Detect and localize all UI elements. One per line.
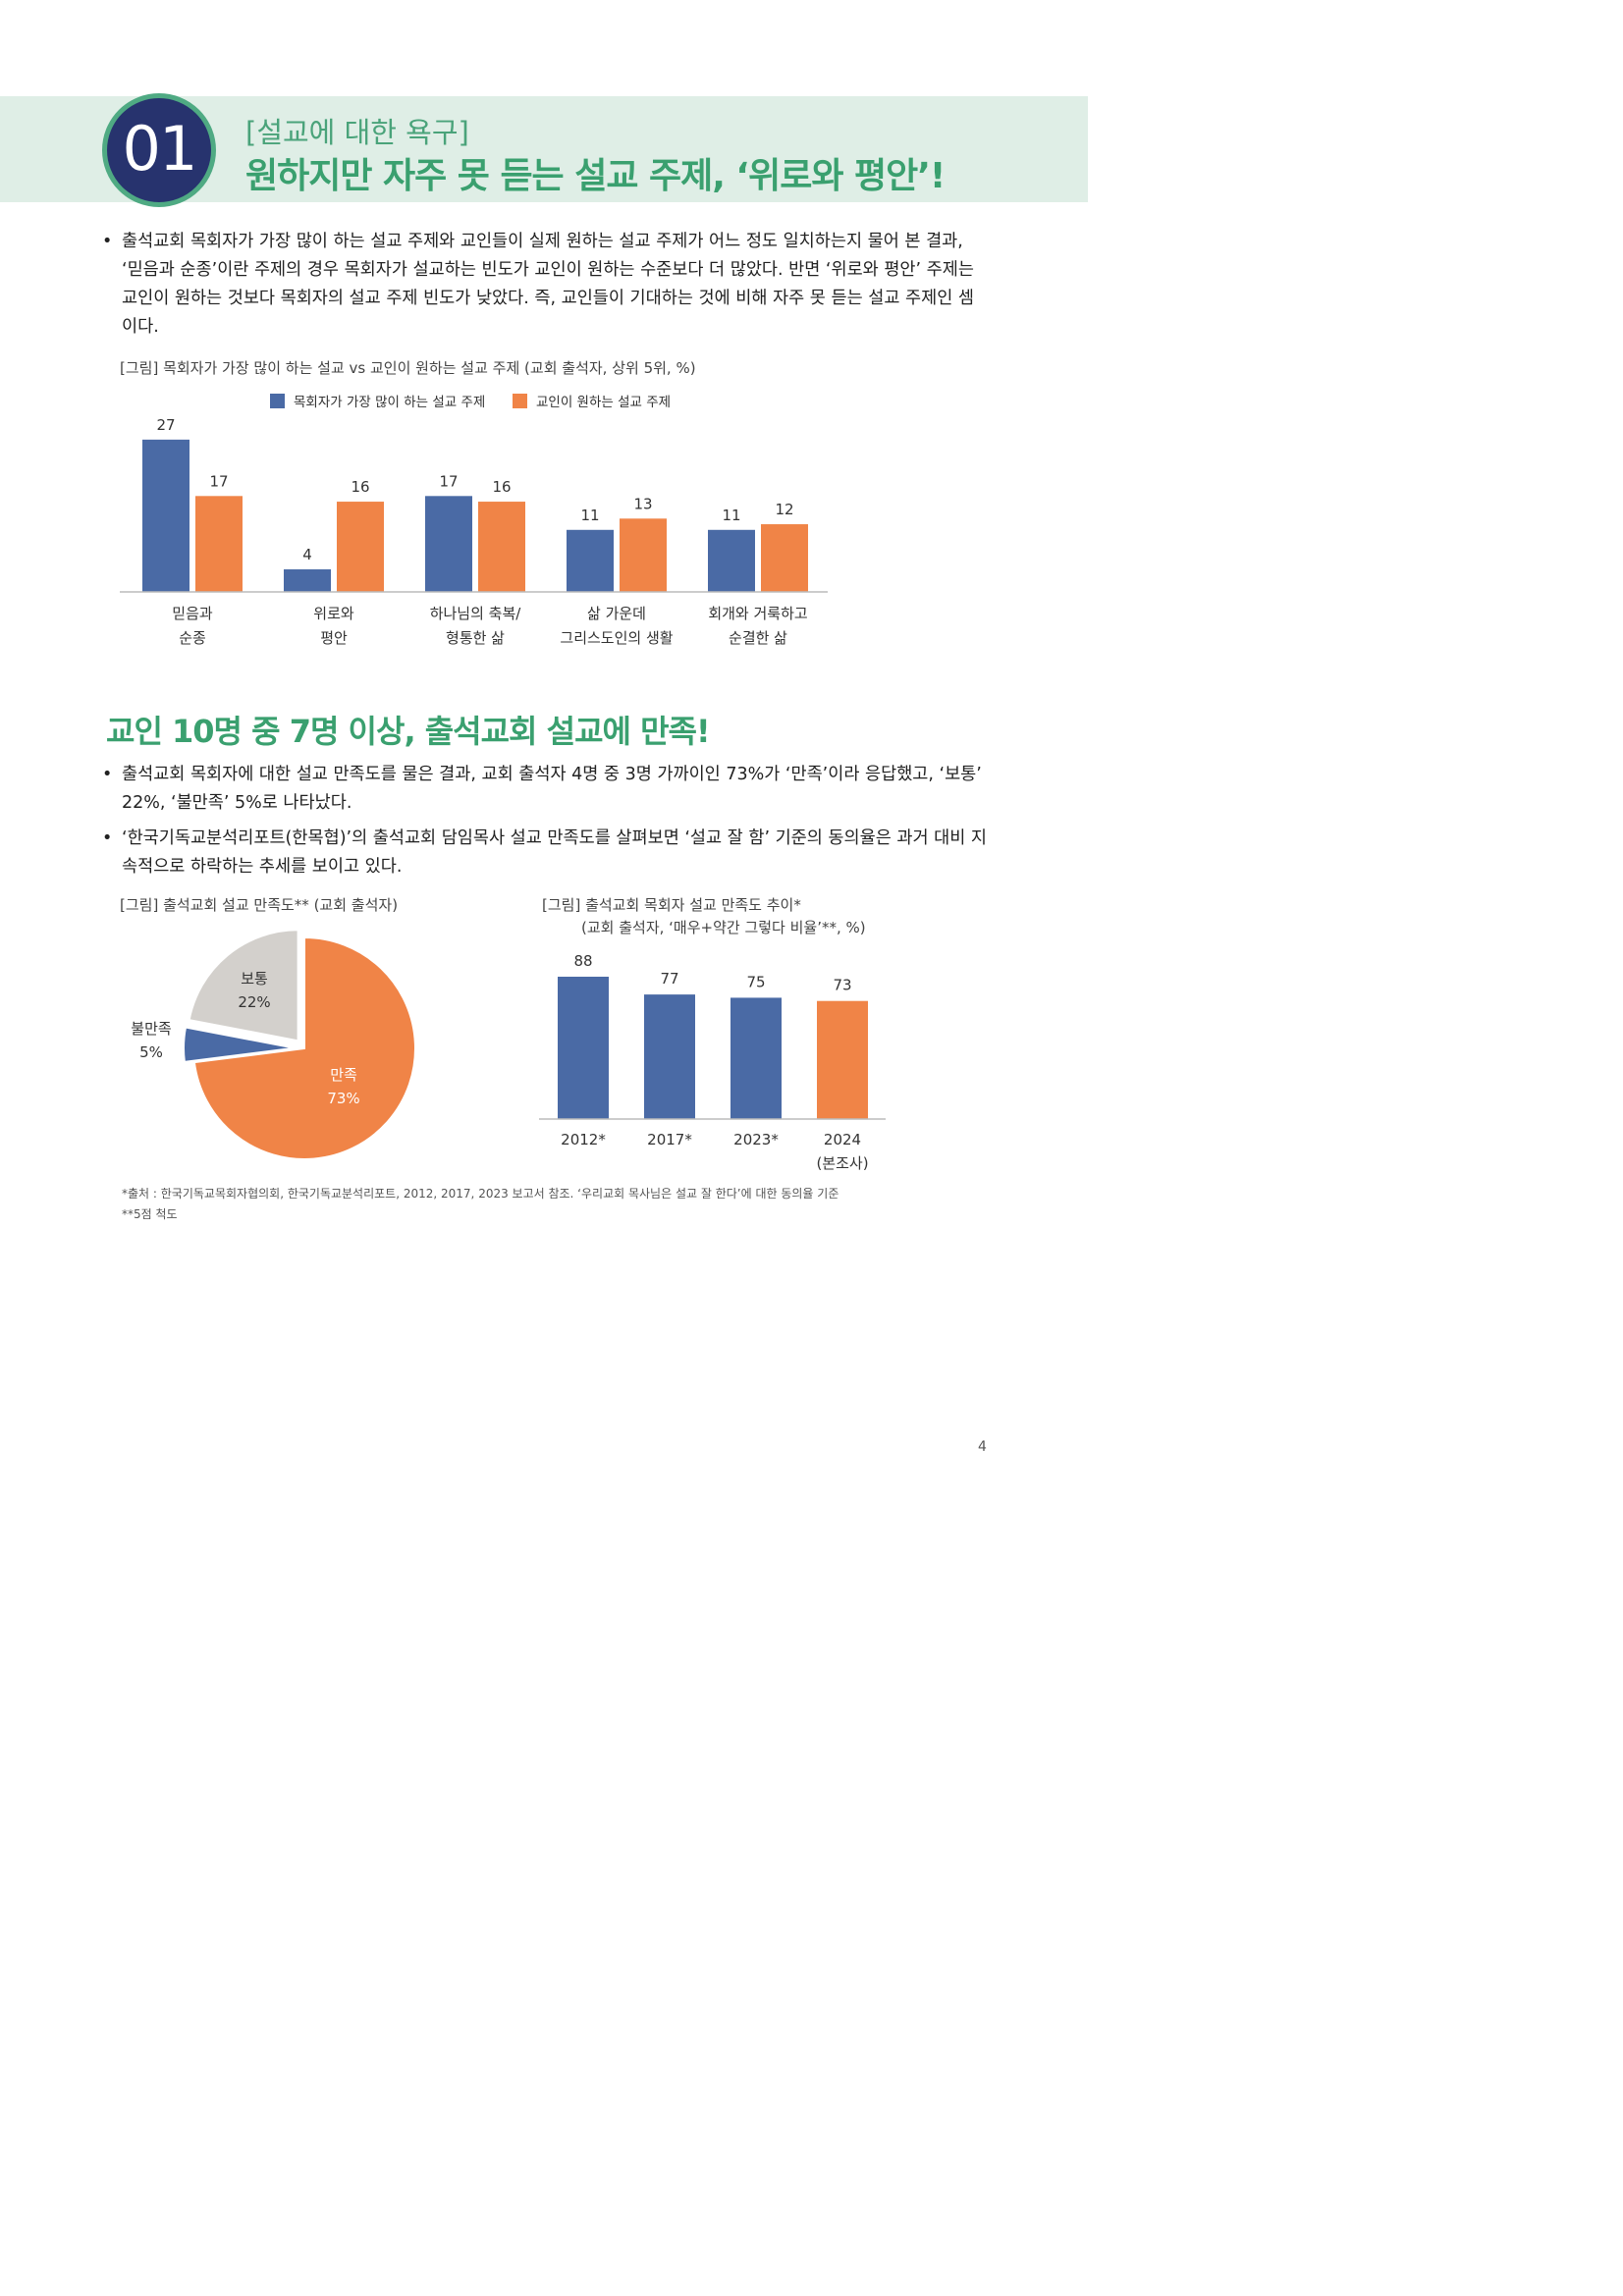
category-label: 회개와 거룩하고 — [708, 605, 807, 622]
bar — [817, 1000, 868, 1119]
topics-chart-caption: [그림] 목회자가 가장 많이 하는 설교 vs 교인이 원하는 설교 주제 (… — [120, 359, 696, 377]
pie-slice — [192, 935, 416, 1160]
bar — [644, 994, 695, 1119]
section1-bullet-text: 출석교회 목회자가 가장 많이 하는 설교 주제와 교인들이 실제 원하는 설교… — [122, 232, 974, 337]
section1-bullet: • 출석교회 목회자가 가장 많이 하는 설교 주제와 교인들이 실제 원하는 … — [102, 228, 988, 342]
category-label: 2012* — [561, 1131, 606, 1148]
category-label: (본조사) — [816, 1154, 868, 1172]
slice-label: 불만족 — [131, 1020, 172, 1038]
category-label: 순결한 삶 — [729, 629, 787, 647]
trend-chart-caption-line1: [그림] 출석교회 목회자 설교 만족도 추이* — [542, 896, 801, 914]
category-label: 하나님의 축복/ — [430, 605, 522, 622]
category-label: 2024 — [824, 1131, 861, 1148]
bullet-dot: • — [102, 765, 113, 784]
satisfaction-pie-chart: 만족 73% 불만족 5% 보통 22% — [131, 929, 416, 1160]
bullet-dot: • — [102, 828, 113, 848]
page-number: 4 — [978, 1439, 987, 1455]
section2-bullet-2: • ‘한국기독교분석리포트(한목협)’의 출석교회 담임목사 설교 만족도를 살… — [102, 825, 988, 881]
legend-swatch — [513, 394, 527, 408]
category-label: 형통한 삶 — [446, 629, 505, 647]
bar — [337, 502, 384, 592]
slice-label: 보통 — [241, 970, 268, 988]
section2-bullet-2-text: ‘한국기독교분석리포트(한목협)’의 출석교회 담임목사 설교 만족도를 살펴보… — [122, 828, 988, 877]
satisfaction-trend-bar-chart: 88 2012* 77 2017* 75 2023* 73 2024 (본조사) — [539, 952, 886, 1172]
bar — [730, 997, 782, 1119]
bar — [425, 496, 472, 592]
bar — [558, 977, 609, 1119]
slice-value: 5% — [139, 1043, 163, 1061]
section2-bullet-1: • 출석교회 목회자에 대한 설교 만족도를 물은 결과, 교회 출석자 4명 … — [102, 761, 988, 818]
data-label: 75 — [746, 973, 765, 990]
category-label: 그리스도인의 생활 — [560, 629, 673, 647]
data-label: 77 — [660, 970, 678, 988]
pie-slice — [188, 929, 299, 1042]
footnote-scale: **5점 척도 — [122, 1207, 178, 1221]
category-label: 위로와 — [313, 605, 354, 622]
category-label: 평안 — [320, 629, 348, 647]
data-label: 17 — [209, 472, 228, 490]
data-label: 4 — [302, 546, 312, 563]
slice-value: 73% — [327, 1090, 359, 1107]
slice-value: 22% — [238, 993, 270, 1011]
category-label: 2017* — [647, 1131, 692, 1148]
data-label: 12 — [775, 501, 793, 518]
bar — [142, 439, 189, 592]
trend-chart-caption-line2: (교회 출석자, ‘매우+약간 그렇다 비율’**, %) — [581, 919, 866, 936]
data-label: 16 — [351, 478, 369, 496]
bar — [708, 529, 755, 592]
header-title: 원하지만 자주 못 듣는 설교 주제, ‘위로와 평안’! — [245, 156, 946, 196]
legend-label: 목회자가 가장 많이 하는 설교 주제 — [294, 395, 485, 410]
data-label: 16 — [492, 478, 511, 496]
data-label: 11 — [722, 507, 740, 524]
section-number-badge: 01 — [102, 93, 216, 207]
data-label: 73 — [833, 977, 851, 994]
bar — [567, 529, 614, 592]
data-label: 11 — [580, 507, 599, 524]
category-label: 삶 가운데 — [587, 605, 646, 622]
bar — [284, 569, 331, 592]
data-label: 88 — [573, 952, 592, 970]
section2-title: 교인 10명 중 7명 이상, 출석교회 설교에 만족! — [106, 713, 711, 750]
bar — [620, 518, 667, 592]
category-label: 순종 — [179, 629, 206, 647]
pie-slice — [183, 1026, 296, 1063]
slice-label: 만족 — [330, 1066, 357, 1084]
bar — [195, 496, 243, 592]
legend-swatch — [270, 394, 285, 408]
header-subtitle: [설교에 대한 욕구] — [245, 116, 469, 149]
topics-bar-chart: 목회자가 가장 많이 하는 설교 주제 교인이 원하는 설교 주제 27 17 믿음과순… — [120, 394, 828, 647]
data-label: 27 — [156, 416, 175, 434]
section2-bullet-1-text: 출석교회 목회자에 대한 설교 만족도를 물은 결과, 교회 출석자 4명 중 … — [122, 765, 982, 813]
legend-label: 교인이 원하는 설교 주제 — [536, 395, 671, 410]
bar — [478, 502, 525, 592]
footnote-source: *출처 : 한국기독교목회자협의회, 한국기독교분석리포트, 2012, 201… — [122, 1187, 839, 1201]
category-label: 2023* — [733, 1131, 779, 1148]
data-label: 17 — [439, 472, 458, 490]
category-label: 믿음과 — [172, 605, 213, 622]
data-label: 13 — [633, 495, 652, 512]
pie-chart-caption: [그림] 출석교회 설교 만족도** (교회 출석자) — [120, 896, 399, 914]
bullet-dot: • — [102, 232, 113, 251]
bar — [761, 524, 808, 592]
